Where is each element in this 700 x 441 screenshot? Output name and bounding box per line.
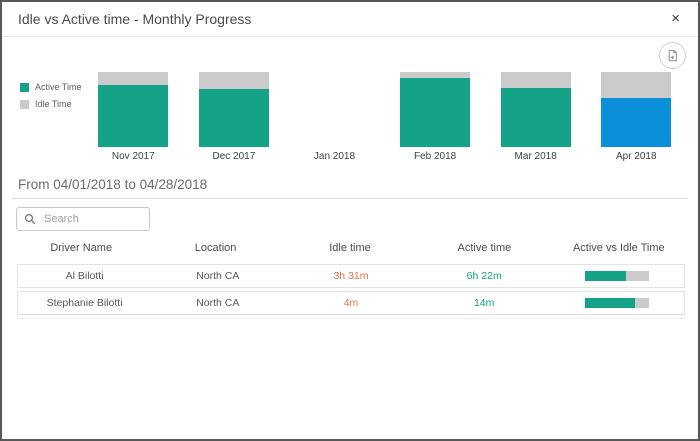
- stacked-bar[interactable]: [601, 72, 672, 147]
- column-header: Driver Name: [50, 242, 113, 254]
- column-header: Idle time: [329, 242, 371, 254]
- active-vs-idle-progressbar: [585, 298, 650, 308]
- legend-swatch-icon: [20, 82, 29, 92]
- active-segment[interactable]: [400, 78, 471, 147]
- location-cell: North CA: [196, 297, 240, 309]
- idle-segment[interactable]: [500, 72, 571, 88]
- month-label: Dec 2017: [212, 151, 256, 162]
- legend-item-idle: Idle Time: [20, 99, 82, 109]
- table-row[interactable]: Al Bilotti North CA 3h 31m 6h 22m: [17, 264, 685, 288]
- chart-column-dec-2017[interactable]: Dec 2017: [184, 72, 285, 162]
- active-vs-idle-cell: [551, 298, 684, 308]
- active-segment[interactable]: [500, 87, 571, 147]
- active-time-cell: 6h 22m: [466, 270, 502, 282]
- active-segment[interactable]: [601, 98, 672, 147]
- stacked-bar[interactable]: [400, 72, 471, 147]
- legend-label: Idle Time: [35, 99, 72, 109]
- search-box[interactable]: [16, 207, 150, 231]
- month-label: Nov 2017: [111, 151, 155, 162]
- chart-column-mar-2018[interactable]: Mar 2018: [485, 72, 586, 162]
- dialog-header: Idle vs Active time - Monthly Progress ×: [2, 2, 698, 37]
- legend-item-active: Active Time: [20, 82, 82, 92]
- idle-time-cell: 4m: [343, 297, 359, 309]
- table-bottom-divider: [17, 318, 685, 319]
- idle-segment[interactable]: [400, 72, 471, 78]
- column-header: Location: [194, 242, 237, 254]
- month-label: Jan 2018: [313, 151, 356, 162]
- search-icon: [24, 213, 36, 225]
- progress-fill: [585, 298, 636, 308]
- active-segment[interactable]: [98, 84, 169, 147]
- active-time-cell: 14m: [473, 297, 495, 309]
- month-label: Apr 2018: [615, 151, 657, 162]
- table-header-row: Driver Name Location Idle time Active time A…: [14, 242, 686, 254]
- chart-legend: Active Time Idle Time: [20, 82, 82, 116]
- export-button[interactable]: [659, 42, 686, 69]
- active-segment[interactable]: [198, 88, 269, 147]
- month-label: Feb 2018: [413, 151, 457, 162]
- export-icon: [666, 49, 679, 62]
- close-icon[interactable]: ×: [671, 10, 680, 27]
- stacked-bar[interactable]: [98, 72, 169, 147]
- table-row[interactable]: Stephanie Bilotti North CA 4m 14m: [17, 291, 685, 315]
- idle-time-cell: 3h 31m: [333, 270, 369, 282]
- page-title: Idle vs Active time - Monthly Progress: [18, 11, 252, 27]
- column-header: Active time: [457, 242, 512, 254]
- date-range-label: From 04/01/2018 to 04/28/2018: [18, 177, 208, 192]
- divider: [12, 198, 688, 199]
- legend-swatch-icon: [20, 99, 29, 109]
- monthly-stacked-bar-chart: Nov 2017 Dec 2017 Jan 2018 Feb 2018 Mar 2018…: [83, 72, 687, 162]
- idle-segment[interactable]: [601, 72, 672, 99]
- chart-column-jan-2018[interactable]: Jan 2018: [284, 72, 385, 162]
- column-header: Active vs Idle Time: [572, 242, 665, 254]
- chart-column-feb-2018[interactable]: Feb 2018: [385, 72, 486, 162]
- chart-column-nov-2017[interactable]: Nov 2017: [83, 72, 184, 162]
- stacked-bar[interactable]: [500, 72, 571, 147]
- active-vs-idle-progressbar: [585, 271, 650, 281]
- idle-segment[interactable]: [98, 72, 169, 85]
- idle-segment[interactable]: [198, 72, 269, 89]
- driver-table: Al Bilotti North CA 3h 31m 6h 22m Stephanie …: [17, 264, 685, 318]
- location-cell: North CA: [196, 270, 240, 282]
- driver-name-cell: Stephanie Bilotti: [46, 297, 123, 309]
- month-label: Mar 2018: [514, 151, 557, 162]
- search-input[interactable]: [42, 212, 142, 226]
- chart-column-apr-2018[interactable]: Apr 2018: [586, 72, 687, 162]
- legend-label: Active Time: [35, 82, 82, 92]
- driver-name-cell: Al Bilotti: [65, 270, 104, 282]
- progress-fill: [585, 271, 627, 281]
- active-vs-idle-cell: [551, 271, 684, 281]
- stacked-bar[interactable]: [299, 72, 369, 147]
- stacked-bar[interactable]: [198, 72, 269, 147]
